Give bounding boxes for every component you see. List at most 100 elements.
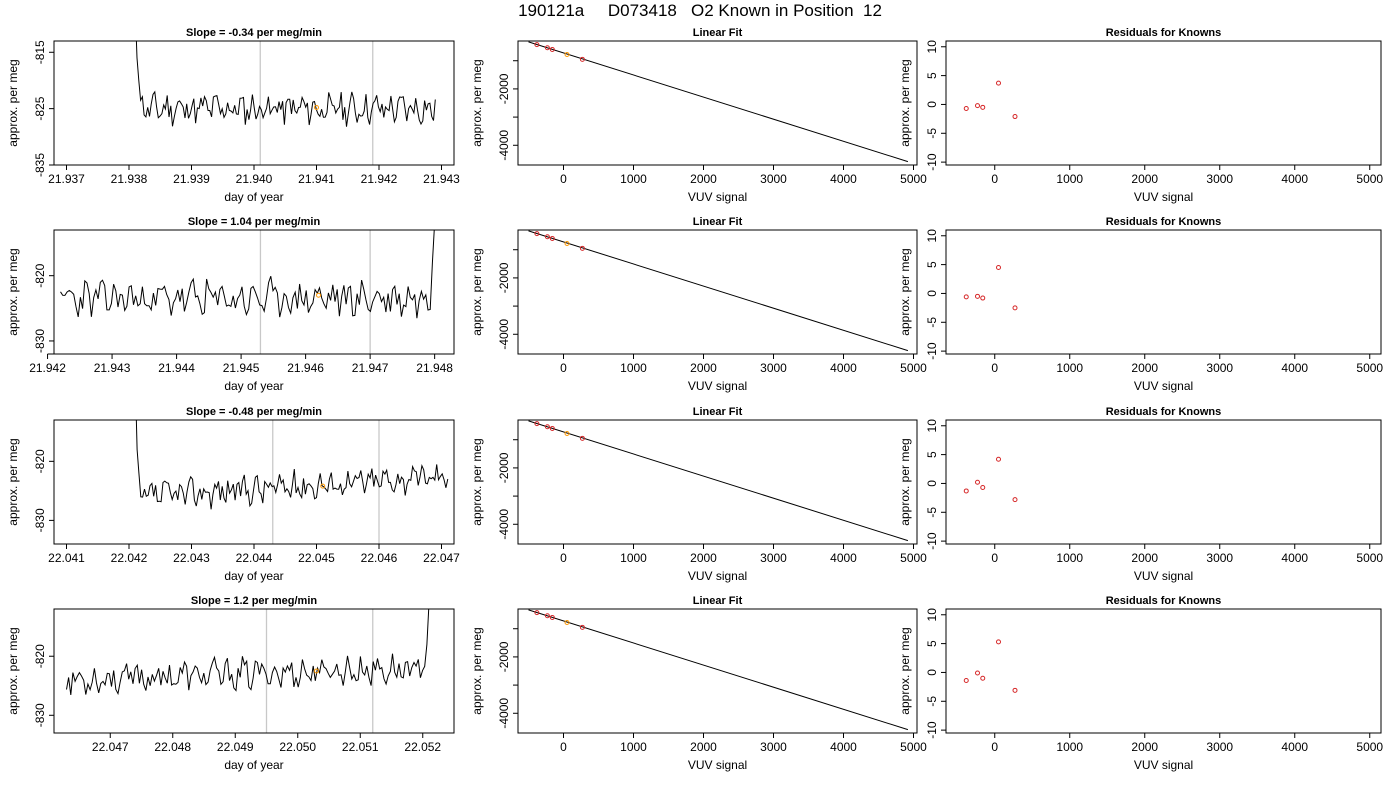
x-tick-label: 4000 (1281, 551, 1308, 565)
y-tick-label: 10 (925, 229, 939, 243)
y-tick-label: -5 (925, 317, 939, 328)
y-tick-label: -820 (33, 263, 47, 287)
x-tick-label: 3000 (760, 361, 787, 375)
known-point (549, 614, 555, 620)
y-tick-label: -830 (33, 329, 47, 353)
y-tick-label: 10 (925, 419, 939, 433)
known-point (534, 42, 540, 48)
x-axis-label: VUV signal (688, 569, 747, 583)
x-tick-label: 5000 (900, 172, 927, 186)
x-tick-label: 0 (560, 172, 567, 186)
known-point (975, 293, 980, 299)
x-tick-label: 2000 (690, 740, 717, 754)
x-tick-label: 21.942 (29, 361, 66, 375)
y-tick-label: 5 (925, 261, 939, 268)
x-tick-label: 2000 (1131, 361, 1158, 375)
x-tick-label: 5000 (1356, 740, 1383, 754)
x-tick-label: 22.045 (298, 551, 335, 565)
highlight-point (564, 52, 570, 58)
y-tick-label: -2000 (497, 641, 511, 672)
y-tick-label: -825 (33, 96, 47, 120)
y-tick-label: 5 (925, 72, 939, 79)
x-tick-label: 4000 (830, 740, 857, 754)
y-tick-label: -4000 (497, 319, 511, 350)
x-axis-label: day of year (224, 569, 283, 583)
y-tick-label: -2000 (497, 73, 511, 104)
highlight-point (564, 620, 570, 626)
known-point (544, 613, 550, 619)
y-axis-label: approx. per meg (470, 627, 484, 714)
y-tick-label: 0 (925, 480, 939, 487)
panel-title: Linear Fit (693, 216, 743, 228)
x-tick-label: 1000 (620, 361, 647, 375)
x-tick-label: 0 (991, 172, 998, 186)
y-tick-label: -820 (33, 644, 47, 668)
x-tick-label: 22.049 (217, 740, 254, 754)
known-point (549, 46, 555, 52)
x-axis-label: VUV signal (1134, 758, 1193, 772)
x-tick-label: 21.947 (352, 361, 389, 375)
known-point (980, 675, 986, 681)
x-tick-label: 22.051 (342, 740, 379, 754)
panel-title: Slope = 1.2 per meg/min (191, 595, 318, 607)
known-point (534, 421, 540, 427)
page-title: 190121a D073418 O2 Known in Position 12 (518, 1, 882, 20)
x-tick-label: 0 (560, 551, 567, 565)
x-tick-label: 21.944 (158, 361, 195, 375)
fit-line (528, 230, 909, 352)
x-tick-label: 21.945 (223, 361, 260, 375)
y-tick-label: -10 (925, 153, 939, 171)
x-tick-label: 1000 (1056, 172, 1083, 186)
x-tick-label: 2000 (1131, 740, 1158, 754)
known-point (975, 103, 980, 109)
known-point (963, 488, 969, 494)
x-tick-label: 1000 (1056, 551, 1083, 565)
known-point (1012, 497, 1018, 503)
x-tick-label: 3000 (760, 172, 787, 186)
y-tick-label: -830 (33, 508, 47, 532)
known-point (996, 80, 1001, 86)
y-axis-label: approx. per meg (6, 627, 20, 714)
x-tick-label: 21.946 (287, 361, 324, 375)
fit-line (528, 420, 909, 542)
x-tick-label: 22.047 (92, 740, 129, 754)
plot-frame (945, 419, 1382, 545)
panel-title: Residuals for Knowns (1106, 595, 1222, 607)
x-tick-label: 5000 (1356, 172, 1383, 186)
y-tick-label: -830 (33, 703, 47, 727)
known-point (1012, 305, 1018, 311)
panel-title: Slope = -0.34 per meg/min (186, 27, 322, 39)
y-tick-label: 10 (925, 608, 939, 622)
x-tick-label: 22.043 (173, 551, 210, 565)
y-tick-label: -10 (925, 721, 939, 739)
x-tick-label: 2000 (1131, 551, 1158, 565)
x-axis-label: VUV signal (688, 758, 747, 772)
highlight-point (314, 105, 319, 111)
known-point (579, 435, 585, 441)
x-tick-label: 0 (560, 740, 567, 754)
panel-title: Linear Fit (693, 27, 743, 39)
known-point (975, 479, 980, 485)
x-tick-label: 4000 (830, 361, 857, 375)
x-tick-label: 1000 (1056, 361, 1083, 375)
known-point (980, 295, 986, 301)
known-point (1012, 114, 1018, 120)
x-tick-label: 22.050 (279, 740, 316, 754)
y-tick-label: 5 (925, 451, 939, 458)
known-point (549, 425, 555, 431)
known-point (549, 235, 555, 241)
known-point (996, 639, 1001, 645)
known-point (980, 104, 986, 110)
y-axis-label: approx. per meg (470, 438, 484, 525)
y-tick-label: 5 (925, 640, 939, 647)
known-point (534, 610, 540, 616)
x-tick-label: 5000 (900, 551, 927, 565)
x-tick-label: 1000 (620, 740, 647, 754)
panel-title: Slope = -0.48 per meg/min (186, 406, 322, 418)
known-point (963, 294, 969, 300)
x-tick-label: 4000 (830, 172, 857, 186)
y-axis-label: approx. per meg (470, 248, 484, 335)
y-tick-label: 0 (925, 101, 939, 108)
x-tick-label: 22.042 (111, 551, 148, 565)
y-axis-label: approx. per meg (898, 248, 912, 335)
